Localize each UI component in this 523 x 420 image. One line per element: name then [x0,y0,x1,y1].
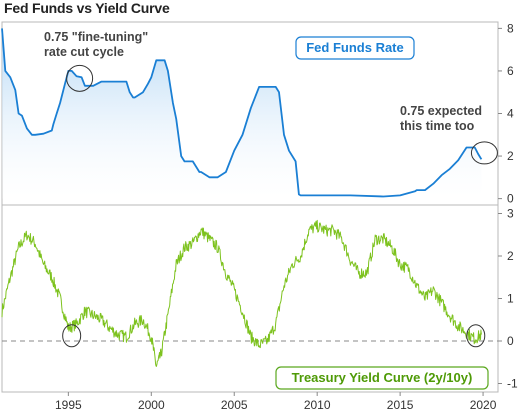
fed-funds-y-tick-label: 4 [507,107,514,121]
annotation-fine-tuning-line: 0.75 "fine-tuning" [44,30,148,44]
yield-curve-y-tick-label: 0 [507,334,514,348]
annotation-layer: 0.75 "fine-tuning" rate cut cycle 0.75 exp… [44,30,498,348]
x-axis-tick-label: 2000 [138,398,165,412]
x-axis-tick-label: 2010 [304,398,331,412]
fed-funds-y-tick-label: 0 [507,192,514,206]
fed-funds-area-fill [2,28,482,199]
fed-funds-y-tick-label: 8 [507,21,514,35]
annotation-fine-tuning-label: 0.75 "fine-tuning" rate cut cycle [44,30,148,59]
fed-funds-legend-box [295,36,415,60]
yield-curve-panel: -1 0 1 2 3 1995 2000 2005 2010 2015 2020 Treasury Y… [1,204,518,412]
annotation-expected-label: 0.75 expected this time too [400,104,482,133]
x-axis-tick-label: 2020 [470,398,497,412]
x-axis-tick-label: 2005 [221,398,248,412]
fed-funds-y-tick-label: 2 [507,149,514,163]
annotation-expected-circle [470,141,498,165]
fed-funds-line [1,28,483,198]
x-axis-tick-label: 2015 [387,398,414,412]
yield-curve-legend-label: Treasury Yield Curve (2y/10y) [292,370,473,385]
yield-curve-y-tick-label: 2 [507,249,514,263]
x-axis-tick-label: 1995 [55,398,82,412]
yield-curve-y-tick-label: 3 [507,207,514,221]
fed-funds-legend-label: Fed Funds Rate [306,40,404,55]
yield-curve-y-tick-label: -1 [507,377,518,391]
annotation-fine-tuning-circle [66,64,94,92]
yield-curve-y-tick-label: 1 [507,292,514,306]
yield-curve-annotation-circle [62,324,82,348]
annotation-fine-tuning-line: rate cut cycle [44,45,124,59]
fed-funds-y-tick-label: 6 [507,64,514,78]
yield-curve-legend-box [275,366,489,390]
chart-title: Fed Funds vs Yield Curve [4,0,170,16]
yield-curve-annotation-circle [466,324,486,348]
yield-curve-panel-frame [1,204,499,393]
annotation-expected-line: 0.75 expected [400,104,482,118]
yield-curve-line [1,219,482,367]
annotation-expected-line: this time too [400,119,475,133]
